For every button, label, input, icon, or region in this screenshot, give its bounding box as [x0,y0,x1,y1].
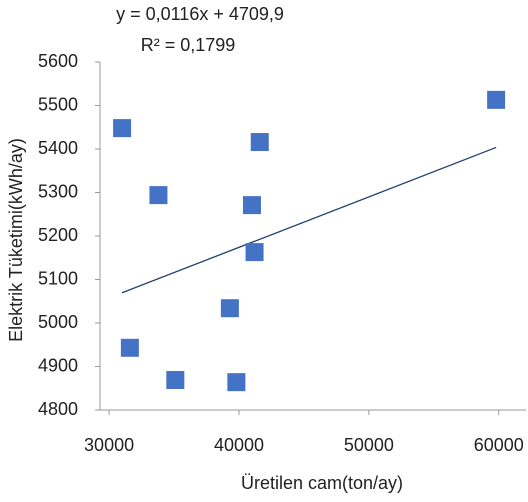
point [487,90,506,109]
y-tick-label: 5600 [38,51,78,71]
x-tick-label: 60000 [474,435,524,455]
trend-r-squared: R² = 0,1799 [141,35,236,55]
y-tick-label: 4800 [38,399,78,419]
trend-equation: y = 0,0116x + 4709,9 [116,4,284,24]
y-axis-label: Elektrik Tüketimi(kWh/ay) [6,138,26,342]
point [220,299,239,318]
y-tick-label: 5300 [38,181,78,201]
trendline [121,146,497,294]
point [250,133,269,152]
x-tick-label: 30000 [84,435,134,455]
y-tick-label: 5000 [38,312,78,332]
y-tick-label: 5100 [38,268,78,288]
point [245,243,264,262]
y-tick-label: 5200 [38,225,78,245]
y-tick-label: 5500 [38,94,78,114]
point [113,119,132,138]
x-tick-label: 40000 [214,435,264,455]
point [120,338,139,357]
point [149,186,168,205]
y-tick-label: 5400 [38,138,78,158]
point [166,370,185,389]
x-tick-label: 50000 [344,435,394,455]
point [227,373,246,392]
y-tick-label: 4900 [38,355,78,375]
point [242,196,261,215]
x-axis-label: Üretilen cam(ton/ay) [241,473,403,493]
